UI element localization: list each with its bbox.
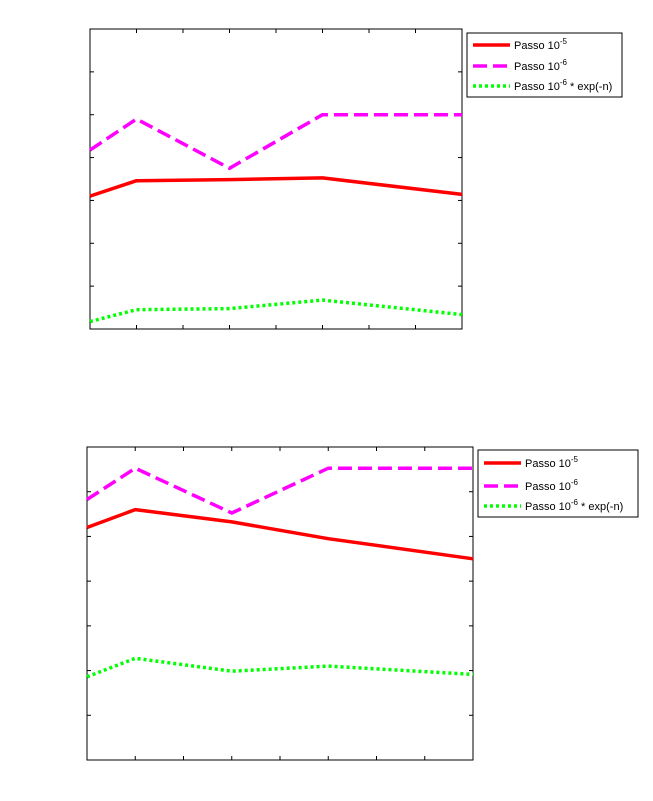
legend-suffix: * exp(-n) — [578, 501, 623, 513]
series-line-3 — [89, 298, 463, 324]
legend-entry-1: Passo 10-5 — [525, 455, 579, 470]
legend-exponent: -5 — [560, 37, 568, 46]
legend-name: Passo 10 — [525, 458, 571, 470]
legend-entry-1: Passo 10-5 — [514, 37, 568, 52]
legend-name: Passo 10 — [514, 81, 560, 93]
series-line-3 — [86, 656, 474, 679]
plot-area — [86, 446, 474, 761]
series-line-1 — [86, 507, 474, 561]
legend-name: Passo 10 — [514, 61, 560, 73]
legend-exponent: -6 — [571, 498, 579, 507]
legend-entry-2: Passo 10-6 — [525, 478, 579, 493]
series-line-2 — [86, 466, 473, 515]
legend-exponent: -5 — [571, 455, 579, 464]
legend-name: Passo 10 — [525, 481, 571, 493]
legend-exponent: -6 — [560, 58, 568, 67]
legend-entry-3: Passo 10-6 * exp(-n) — [525, 498, 623, 513]
legend-entry-3: Passo 10-6 * exp(-n) — [514, 78, 612, 93]
legend-exponent: -6 — [560, 78, 568, 87]
legend-name: Passo 10 — [525, 501, 571, 513]
legend-name: Passo 10 — [514, 40, 560, 52]
series-line-1 — [89, 176, 463, 198]
series-line-2 — [89, 112, 462, 171]
legend-suffix: * exp(-n) — [567, 81, 612, 93]
legend-entry-2: Passo 10-6 — [514, 58, 568, 73]
legend-exponent: -6 — [571, 478, 579, 487]
